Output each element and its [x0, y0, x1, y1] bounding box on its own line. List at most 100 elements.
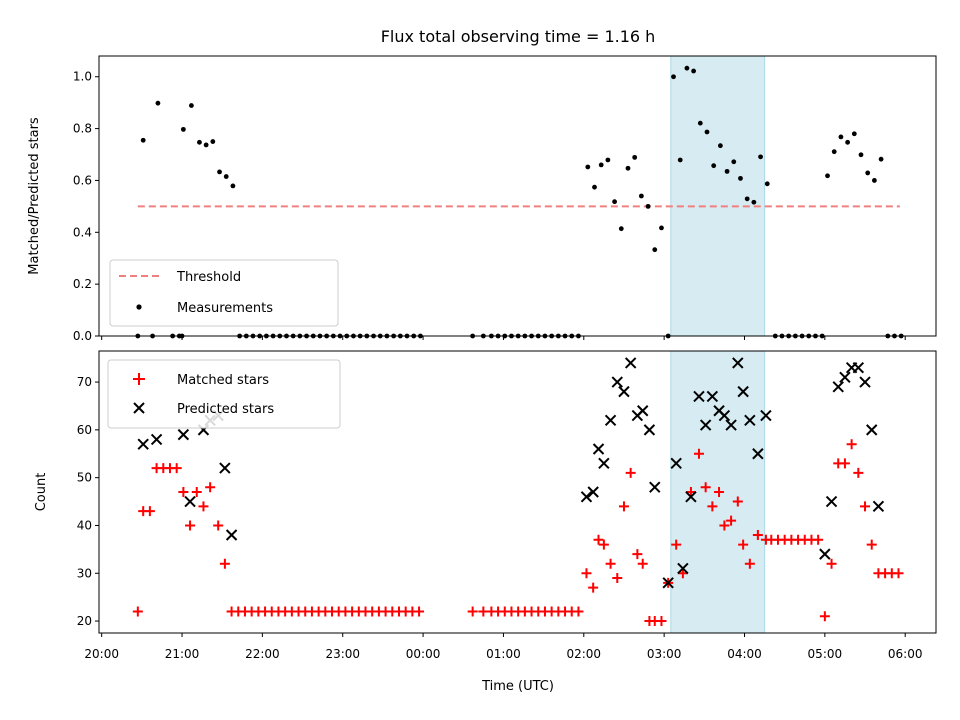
- bottom-y-tick-label: 50: [77, 471, 92, 485]
- bottom-legend-box: [107, 359, 341, 429]
- legend-matched-label: Matched stars: [177, 373, 269, 388]
- predicted-star-point: [670, 457, 682, 470]
- predicted-star-point: [725, 419, 737, 431]
- matched-star-point: [846, 439, 857, 450]
- measurement-point: [197, 139, 202, 145]
- top-legend-box: [109, 259, 339, 327]
- bottom-x-tick-label: 23:00: [325, 647, 360, 661]
- legend-threshold-label: Threshold: [176, 270, 241, 285]
- matched-star-point: [685, 487, 696, 497]
- measurement-point: [203, 142, 209, 148]
- matched-star-point: [191, 487, 202, 497]
- matched-star-point: [598, 539, 609, 550]
- measurement-point: [625, 165, 631, 171]
- matched-star-point: [171, 463, 182, 474]
- matched-star-point: [581, 568, 592, 579]
- measurement-point: [751, 199, 757, 205]
- predicted-star-point: [819, 548, 831, 560]
- measurement-point: [180, 126, 186, 132]
- top-panel: 0.0 0.2 0.4 0.6 0.8 1.0 Matched/Predicted sta…: [27, 55, 937, 343]
- measurement-point: [592, 184, 597, 190]
- matched-star-point: [860, 501, 871, 512]
- matched-star-point: [144, 506, 155, 517]
- predicted-star-point: [137, 438, 149, 450]
- predicted-star-point: [592, 443, 605, 455]
- bottom-x-tick-label: 01:00: [486, 647, 521, 661]
- matched-star-point: [132, 606, 143, 617]
- predicted-star-point: [859, 376, 871, 388]
- measurement-point: [851, 131, 857, 137]
- measurement-point: [744, 196, 750, 202]
- measurement-point: [858, 152, 864, 158]
- top-x-ticks: [101, 336, 906, 340]
- predicted-star-point: [649, 481, 661, 493]
- predicted-star-point: [580, 491, 593, 503]
- top-highlight-span: [670, 55, 766, 337]
- predicted-star-point: [611, 376, 623, 388]
- bottom-y-ticks: 20 30 40 50 60 70: [77, 375, 99, 628]
- measurement-point: [831, 149, 837, 155]
- measurement-point: [865, 170, 871, 176]
- matched-star-point: [738, 539, 749, 550]
- bottom-y-tick-label: 60: [77, 423, 92, 437]
- top-y-tick-label: 0.4: [73, 225, 92, 239]
- matched-star-point: [700, 482, 711, 493]
- matched-star-point: [893, 568, 904, 579]
- bottom-x-tick-label: 00:00: [406, 647, 441, 661]
- measurement-point: [878, 156, 884, 162]
- measurement-point: [684, 65, 690, 71]
- matched-star-point: [213, 520, 224, 531]
- matched-star-point: [178, 487, 189, 497]
- matched-star-point: [605, 558, 616, 569]
- x-axis-label: Time (UTC): [481, 679, 554, 694]
- measurement-point: [140, 137, 146, 143]
- legend-predicted-label: Predicted stars: [177, 402, 274, 417]
- measurement-point: [758, 154, 763, 160]
- predicted-star-point: [177, 428, 190, 441]
- bottom-x-tick-label: 21:00: [165, 647, 200, 661]
- bottom-x-ticks: 20:00 21:00 22:00 23:00 00:00 01:00 02:00 03:00…: [84, 633, 922, 661]
- bottom-y-tick-label: 20: [77, 614, 92, 628]
- matched-star-point: [198, 501, 209, 512]
- top-y-tick-label: 0.0: [73, 329, 92, 343]
- predicted-star-point: [699, 419, 712, 431]
- matched-star-point: [414, 606, 425, 617]
- legend-predicted-swatch: [133, 402, 145, 414]
- predicted-star-point: [618, 385, 630, 398]
- legend-measurements-label: Measurements: [177, 301, 273, 316]
- measurement-point: [612, 199, 617, 205]
- matched-star-point: [612, 573, 623, 584]
- bottom-x-tick-label: 06:00: [888, 647, 923, 661]
- measurement-point: [677, 157, 683, 163]
- matched-star-point: [618, 501, 629, 512]
- predicted-star-point: [718, 409, 731, 422]
- bottom-legend: Matched stars Predicted stars: [107, 359, 341, 429]
- measurement-point: [585, 164, 591, 170]
- matched-star-point: [588, 582, 599, 593]
- predicted-star-point: [752, 448, 764, 460]
- matched-star-point: [853, 467, 864, 478]
- bottom-y-tick-label: 30: [77, 566, 92, 580]
- bottom-x-tick-label: 05:00: [808, 647, 843, 661]
- measurement-point: [738, 175, 743, 181]
- predicted-star-point: [598, 457, 610, 470]
- predicted-star-point: [832, 381, 844, 393]
- measurement-point: [671, 74, 676, 80]
- top-y-axis-label: Matched/Predicted stars: [27, 117, 42, 275]
- matched-star-point: [813, 534, 824, 545]
- measurement-point: [223, 174, 229, 179]
- measurement-point: [632, 154, 638, 160]
- chart-title: Flux total observing time = 1.16 h: [381, 27, 656, 46]
- matched-star-point: [185, 520, 196, 531]
- bottom-y-tick-label: 40: [77, 518, 92, 532]
- matched-star-point: [726, 515, 737, 526]
- matched-star-point: [219, 558, 230, 569]
- predicted-star-point: [677, 562, 689, 575]
- predicted-star-point: [225, 529, 238, 541]
- measurement-point: [691, 68, 697, 74]
- predicted-star-point: [637, 405, 649, 417]
- measurement-point: [717, 143, 723, 149]
- matched-star-point: [744, 558, 755, 569]
- predicted-star-point: [866, 424, 878, 436]
